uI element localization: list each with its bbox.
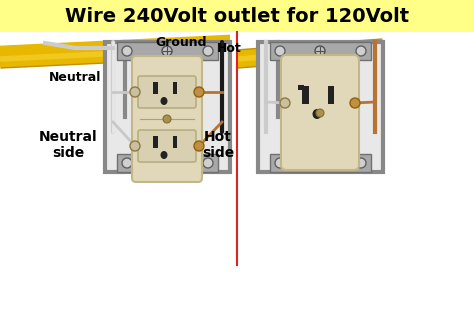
Bar	[270, 154, 371, 172]
Circle shape	[194, 141, 204, 151]
Circle shape	[280, 98, 290, 108]
Bar	[258, 42, 383, 172]
Circle shape	[130, 141, 140, 151]
Bar	[0, 0, 474, 32]
Circle shape	[350, 98, 360, 108]
Circle shape	[275, 158, 285, 168]
Circle shape	[356, 46, 366, 56]
Bar	[270, 42, 371, 60]
Bar	[302, 86, 309, 104]
Circle shape	[163, 115, 171, 123]
Text: Hot
side: Hot side	[202, 130, 234, 160]
Bar	[153, 136, 158, 148]
Circle shape	[203, 46, 213, 56]
Circle shape	[122, 158, 132, 168]
Text: Neutral: Neutral	[49, 70, 101, 84]
FancyBboxPatch shape	[138, 130, 196, 162]
Bar	[173, 136, 177, 148]
FancyBboxPatch shape	[132, 56, 202, 182]
Circle shape	[203, 158, 213, 168]
FancyBboxPatch shape	[138, 76, 196, 108]
Bar	[117, 42, 218, 60]
Text: Hot: Hot	[217, 42, 242, 54]
Ellipse shape	[161, 97, 167, 105]
Ellipse shape	[312, 109, 321, 119]
Ellipse shape	[161, 151, 167, 159]
Circle shape	[275, 46, 285, 56]
Text: Ground: Ground	[155, 36, 207, 49]
Bar	[153, 82, 158, 94]
Bar	[328, 86, 334, 104]
FancyBboxPatch shape	[281, 55, 359, 170]
Bar	[117, 154, 218, 172]
Text: Neutral
side: Neutral side	[39, 130, 97, 160]
Circle shape	[316, 109, 324, 117]
Circle shape	[130, 87, 140, 97]
Bar	[105, 42, 230, 172]
Bar	[173, 82, 177, 94]
Text: Wire 240Volt outlet for 120Volt: Wire 240Volt outlet for 120Volt	[65, 6, 409, 26]
Circle shape	[356, 158, 366, 168]
Circle shape	[315, 46, 325, 56]
Circle shape	[162, 46, 172, 56]
Circle shape	[122, 46, 132, 56]
Circle shape	[194, 87, 204, 97]
Bar	[298, 85, 304, 90]
